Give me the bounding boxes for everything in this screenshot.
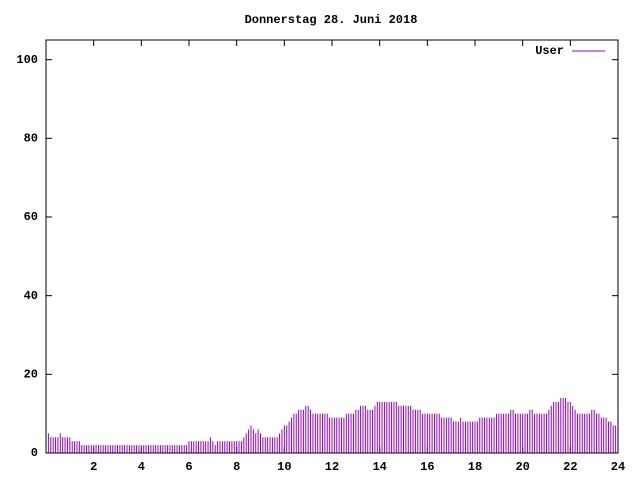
x-tick-label: 20 — [515, 460, 529, 474]
x-tick-label: 12 — [325, 460, 339, 474]
y-tick-label: 100 — [16, 53, 38, 67]
x-tick-label: 16 — [420, 460, 434, 474]
y-tick-label: 80 — [24, 132, 38, 146]
y-tick-label: 60 — [24, 210, 38, 224]
x-tick-label: 8 — [233, 460, 240, 474]
y-tick-label: 0 — [31, 446, 38, 460]
x-tick-label: 2 — [90, 460, 97, 474]
x-tick-label: 18 — [468, 460, 482, 474]
plot-border — [45, 39, 619, 454]
legend-label: User — [535, 44, 564, 58]
y-tick-label: 40 — [24, 289, 38, 303]
y-tick-label: 20 — [24, 368, 38, 382]
x-tick-label: 24 — [611, 460, 625, 474]
x-tick-label: 10 — [277, 460, 291, 474]
x-tick-label: 4 — [138, 460, 145, 474]
x-tick-label: 14 — [372, 460, 386, 474]
chart-title: Donnerstag 28. Juni 2018 — [245, 13, 418, 27]
x-tick-label: 6 — [185, 460, 192, 474]
x-tick-label: 22 — [563, 460, 577, 474]
